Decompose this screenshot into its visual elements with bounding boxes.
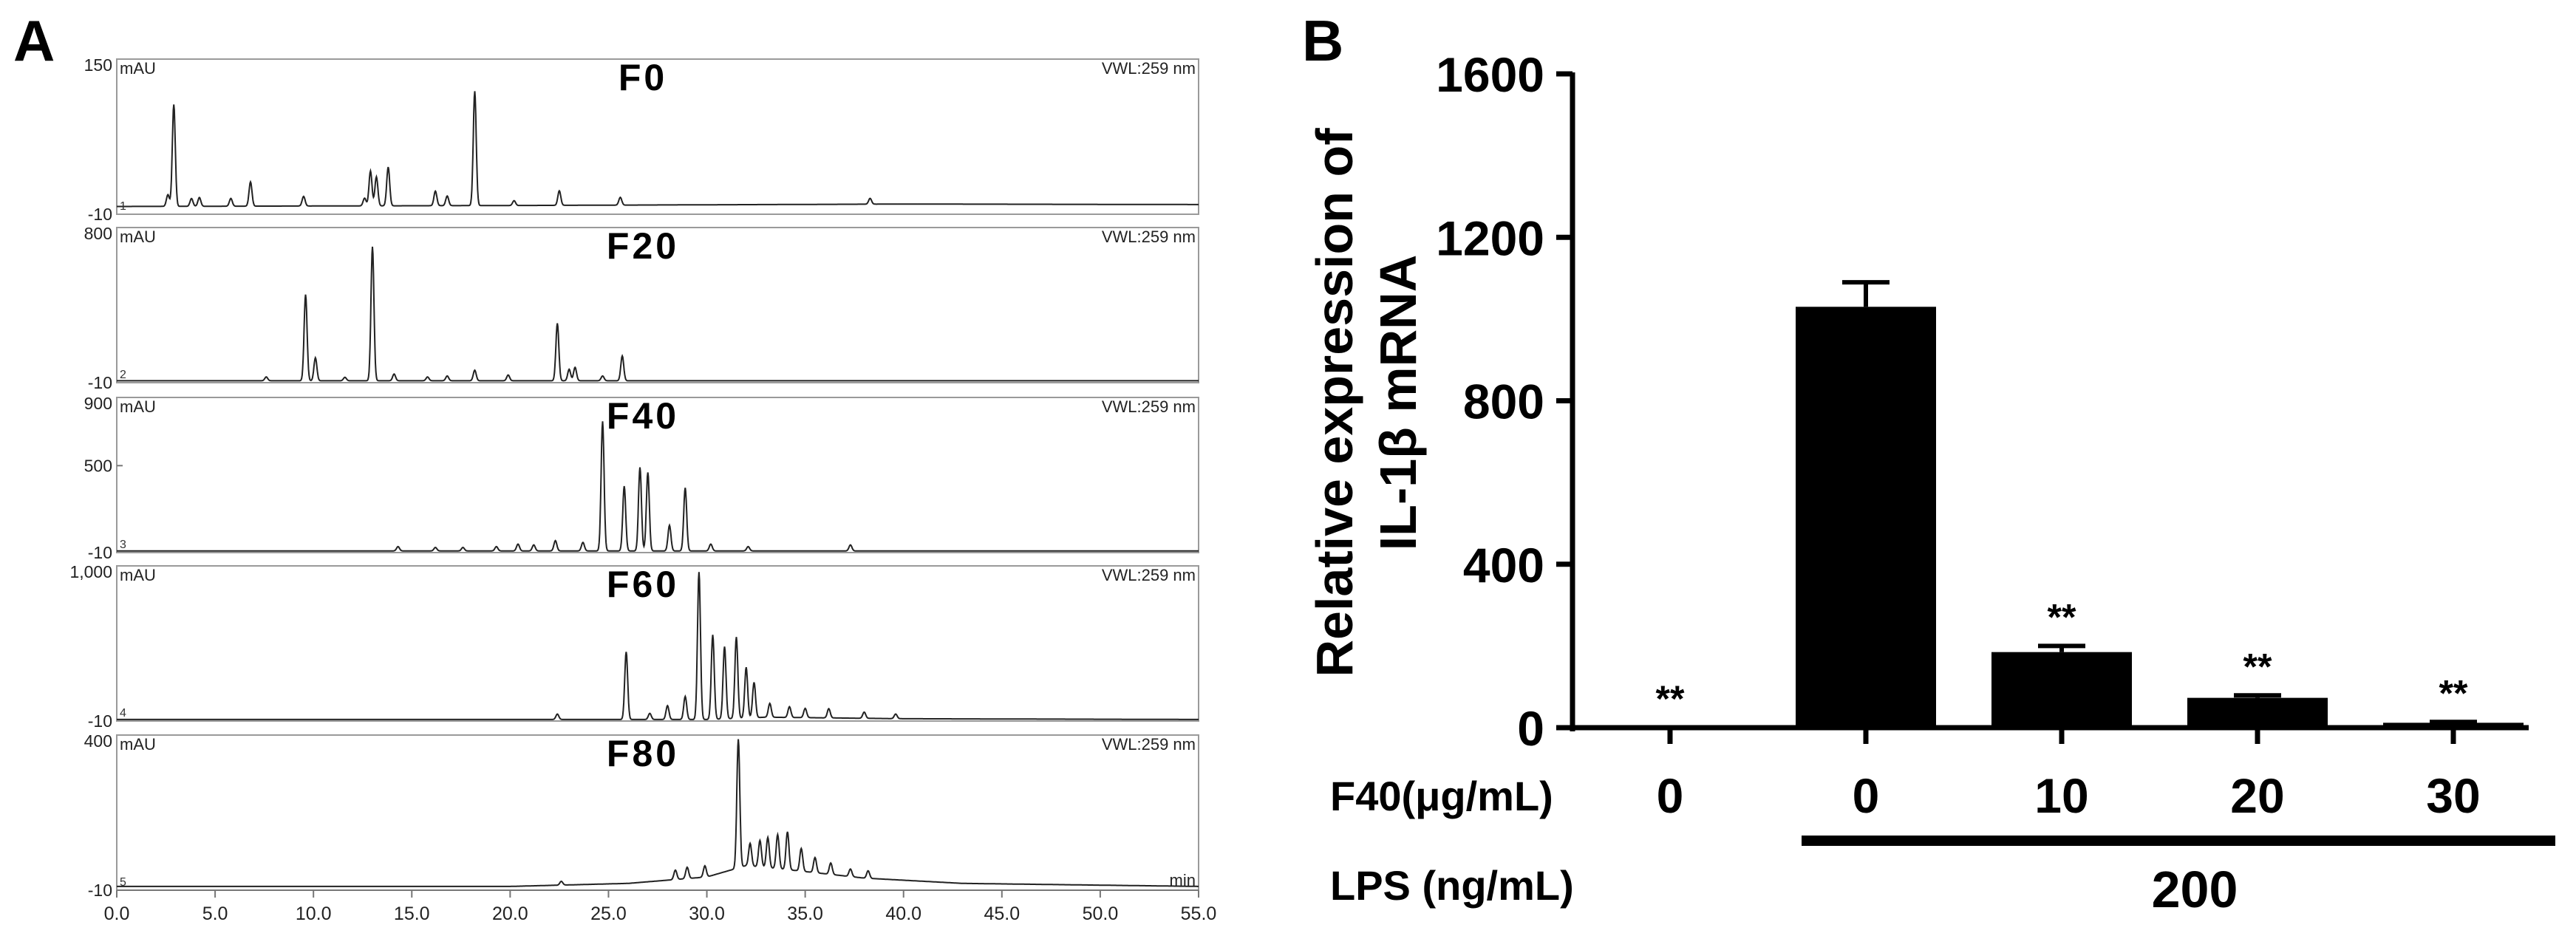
y-min-label: -10	[88, 543, 112, 562]
y-axis-title-line1: Relative expression of	[1306, 128, 1363, 677]
panel-a-label: A	[13, 8, 55, 73]
y-max-label: 800	[84, 224, 112, 243]
panel-b-label: B	[1302, 8, 1343, 73]
bar	[2383, 723, 2524, 728]
trace-index-label: 2	[120, 369, 126, 381]
y-mid-label: 500	[84, 456, 112, 475]
y-min-label: -10	[88, 373, 112, 392]
y-min-label: -10	[88, 205, 112, 224]
detector-label: VWL:259 nm	[1102, 397, 1196, 416]
detector-label: VWL:259 nm	[1102, 735, 1196, 754]
lps-value: 200	[2152, 861, 2238, 918]
category-label: 10	[2034, 768, 2088, 823]
x-unit-label: min	[1170, 871, 1196, 889]
trace-index-label: 1	[120, 200, 126, 213]
y-max-label: 1,000	[69, 562, 112, 581]
y-unit-label: mAU	[120, 566, 156, 584]
significance-label: **	[2439, 672, 2468, 714]
x-tick-label: 30.0	[689, 903, 725, 924]
y-tick-label: 0	[1517, 701, 1544, 756]
y-axis-title-line2: IL-1β mRNA	[1369, 255, 1427, 551]
chromatogram-frame	[116, 397, 1199, 553]
trace-name-label: F80	[607, 733, 679, 774]
y-max-label: 150	[84, 55, 112, 75]
chromatogram-frame	[116, 227, 1199, 383]
detector-label: VWL:259 nm	[1102, 228, 1196, 246]
y-unit-label: mAU	[120, 59, 156, 78]
chromatogram-x-axis: 0.0 5.0 10.0 15.0 20.0 25.0 30.0 35.0 40.0 45.0 50…	[104, 871, 1217, 924]
x-tick-label: 40.0	[885, 903, 921, 924]
x-tick-label: 35.0	[787, 903, 823, 924]
trace-index-label: 5	[120, 876, 126, 889]
y-unit-label: mAU	[120, 228, 156, 246]
x-tick-label: 50.0	[1083, 903, 1119, 924]
detector-label: VWL:259 nm	[1102, 59, 1196, 78]
bar-chart-panel: Relative expression of IL-1β mRNA F40(μg…	[1306, 47, 2555, 918]
significance-label: **	[2243, 646, 2272, 687]
bar	[2187, 697, 2328, 728]
chromatogram-trace	[117, 246, 1199, 382]
category-label: 0	[1657, 768, 1684, 823]
x-tick-label: 10.0	[296, 903, 332, 924]
category-label: 30	[2426, 768, 2480, 823]
x-tick-label: 5.0	[202, 903, 228, 924]
f40-row-label: F40(μg/mL)	[1330, 773, 1553, 819]
trace-name-label: F40	[607, 395, 679, 437]
trace-index-label: 4	[120, 707, 126, 720]
bar	[1991, 652, 2132, 728]
bar	[1796, 307, 1936, 728]
category-label: 20	[2230, 768, 2284, 823]
chromatogram-trace	[117, 572, 1199, 720]
y-tick-label: 400	[1463, 538, 1544, 592]
x-tick-label: 55.0	[1181, 903, 1217, 924]
detector-label: VWL:259 nm	[1102, 566, 1196, 584]
significance-label: **	[2048, 596, 2076, 638]
chromatogram-trace	[117, 739, 1199, 887]
x-tick-label: 15.0	[394, 903, 430, 924]
y-tick-label: 1200	[1436, 211, 1544, 265]
chromatogram-frame	[116, 565, 1199, 722]
y-tick-label: 800	[1463, 375, 1544, 429]
y-max-label: 900	[84, 394, 112, 413]
trace-index-label: 3	[120, 539, 126, 551]
y-unit-label: mAU	[120, 735, 156, 754]
trace-name-label: F0	[619, 57, 667, 98]
x-tick-label: 0.0	[104, 903, 130, 924]
chromatogram-frame	[116, 58, 1199, 215]
x-tick-label: 20.0	[492, 903, 528, 924]
category-label: 0	[1853, 768, 1880, 823]
y-max-label: 400	[84, 731, 112, 751]
y-unit-label: mAU	[120, 397, 156, 416]
y-min-label: -10	[88, 881, 112, 900]
chromatogram-trace	[117, 421, 1199, 552]
trace-name-label: F60	[607, 564, 679, 605]
chromatogram-trace	[117, 91, 1199, 208]
significance-label: **	[1656, 678, 1685, 720]
x-tick-label: 25.0	[590, 903, 627, 924]
y-min-label: -10	[88, 711, 112, 731]
lps-row-label: LPS (ng/mL)	[1330, 862, 1574, 909]
x-tick-label: 45.0	[984, 903, 1020, 924]
y-tick-label: 1600	[1436, 47, 1544, 102]
trace-name-label: F20	[607, 225, 679, 267]
